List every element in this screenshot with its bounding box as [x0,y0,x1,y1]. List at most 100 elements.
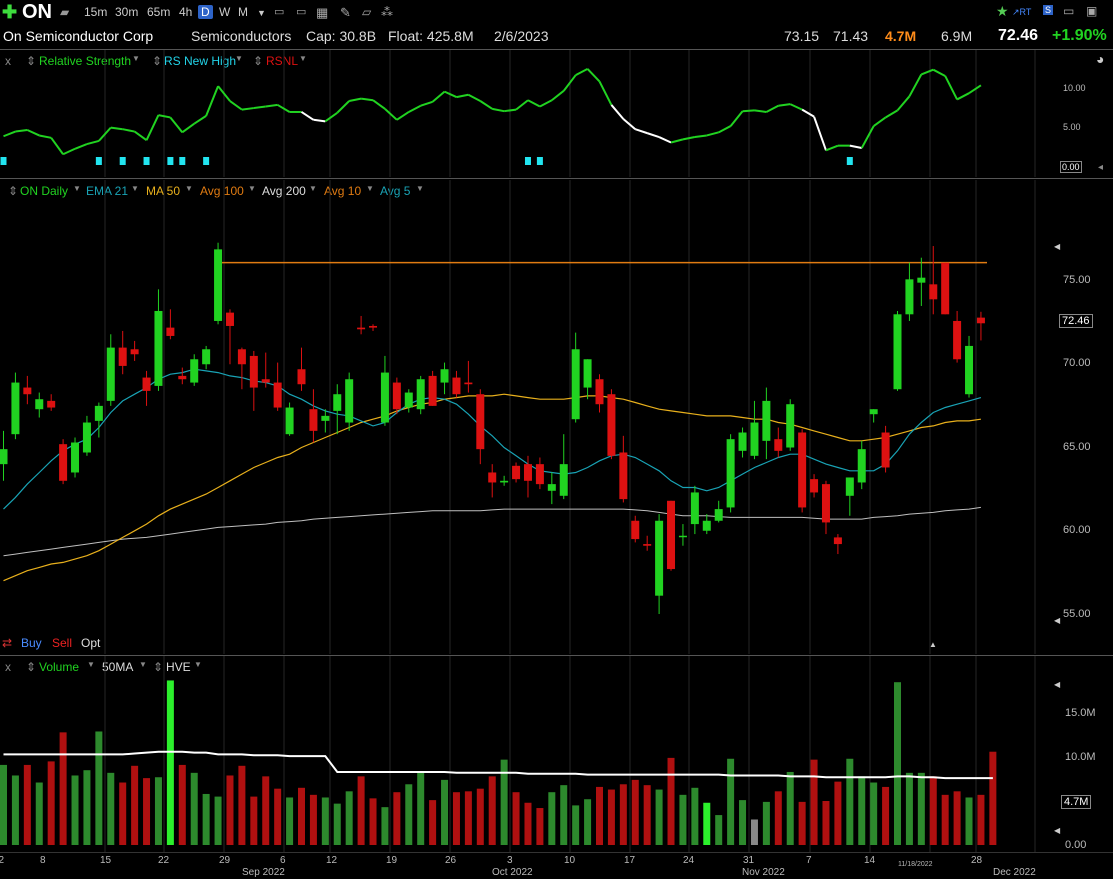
candle-body [404,392,413,408]
trade-icon[interactable]: ⇄ [2,636,13,650]
sell-button[interactable]: Sell [52,636,73,650]
ma50-label[interactable]: MA 50 [146,184,181,198]
volume-label[interactable]: Volume [39,660,80,674]
timeframe-tag-icon[interactable]: ▭ [274,6,285,18]
rs-line-segment [348,97,362,102]
candle-body [595,379,604,405]
volume-dropdown-icon[interactable]: ▼ [87,660,95,669]
symbol-ticker[interactable]: ON [22,1,52,23]
rs-move-icon[interactable]: ⇕ [26,54,37,68]
price-scale-up-icon[interactable]: ◀ [1054,242,1061,251]
volume-scale-up-icon[interactable]: ◀ [1054,680,1061,689]
rs-panel-close-button[interactable]: x [5,54,11,68]
candle-body [619,452,628,500]
price-move-icon[interactable]: ⇕ [8,184,19,198]
volume-bar [441,779,449,845]
collapse-arrow-icon[interactable]: ▲ [929,640,937,649]
candle-body [523,464,532,481]
avg5-dropdown-icon[interactable]: ▼ [416,184,424,193]
price-axis-label: 65.00 [1063,441,1091,453]
candle-body [655,520,664,596]
notes-icon[interactable]: ▱ [362,5,372,19]
volume-move-icon[interactable]: ⇕ [26,660,37,674]
hve-move-icon[interactable]: ⇕ [153,660,164,674]
draw-pencil-icon[interactable]: ✎ [340,5,351,20]
volume-panel-close-button[interactable]: x [5,660,11,674]
candle-body [166,327,175,336]
timeframe-daily[interactable]: D [198,5,213,19]
timeframe-weekly[interactable]: W [219,5,231,19]
candle-body [750,422,759,456]
compare-icon[interactable]: ▭ [296,6,307,18]
buy-button[interactable]: Buy [21,636,42,650]
realtime-icon[interactable]: ↗RT [1012,7,1032,17]
rs-new-high-marker [143,157,150,165]
timeframe-monthly[interactable]: M [238,5,248,19]
favorite-star-icon[interactable]: ★ [996,3,1009,19]
avg10-dropdown-icon[interactable]: ▼ [366,184,374,193]
rsnl-dropdown-icon[interactable]: ▼ [299,54,307,63]
sector-icon[interactable]: S [1043,5,1054,15]
volume-bar [214,796,222,845]
rs-relative-strength-label[interactable]: Relative Strength [39,54,132,68]
volume-bar [584,799,592,845]
hve-dropdown-icon[interactable]: ▼ [194,660,202,669]
avg100-dropdown-icon[interactable]: ▼ [248,184,256,193]
price-series-dropdown-icon[interactable]: ▼ [73,184,81,193]
rs-new-high-dropdown-icon[interactable]: ▼ [235,54,243,63]
vol50ma-label[interactable]: 50MA [102,660,134,674]
options-button[interactable]: Opt [81,636,101,650]
avg5-label[interactable]: Avg 5 [380,184,411,198]
volume-bar [0,764,7,845]
rs-line-segment [873,116,887,127]
avg100-label[interactable]: Avg 100 [200,184,244,198]
volume-bar [452,792,460,845]
timeframe-dropdown-icon[interactable]: ▼ [257,8,266,18]
candle-body [976,317,985,324]
volume-bar [917,772,925,845]
avg10-label[interactable]: Avg 10 [324,184,362,198]
ema21-dropdown-icon[interactable]: ▼ [131,184,139,193]
rsnl-label[interactable]: RSNL [266,54,299,68]
rs-line-segment [15,128,28,133]
rs-axis-label: 10.00 [1063,83,1086,93]
rs-relative-strength-dropdown-icon[interactable]: ▼ [132,54,140,63]
timeframe-4h[interactable]: 4h [179,5,193,19]
add-symbol-icon[interactable]: ✚ [2,2,18,22]
timeframe-65m[interactable]: 65m [147,5,171,19]
price-series-label[interactable]: ON Daily [20,184,69,198]
candle-body [118,347,127,366]
volume-scale-down-icon[interactable]: ◀ [1054,826,1061,835]
candle-body [452,377,461,395]
ma50-dropdown-icon[interactable]: ▼ [185,184,193,193]
ema21-label[interactable]: EMA 21 [86,184,129,198]
candle-body [106,347,115,401]
palette-icon[interactable]: ◕ [1096,51,1105,67]
hve-label[interactable]: HVE [166,660,191,674]
volume-bar [250,796,258,845]
rs-scroll-icon[interactable]: ◂ [1098,162,1104,173]
volume-bar [393,792,401,845]
rsnl-move-icon[interactable]: ⇕ [253,54,264,68]
chart-type-icon[interactable]: ▰ [60,5,70,19]
share-icon[interactable]: ⁂ [381,5,393,19]
avg200-dropdown-icon[interactable]: ▼ [309,184,317,193]
rs-line-segment [789,103,803,111]
timeframe-15m[interactable]: 15m [84,5,108,19]
price-scale-down-icon[interactable]: ◀ [1054,616,1061,625]
rs-new-high-move-icon[interactable]: ⇕ [152,54,163,68]
rs-new-high-label[interactable]: RS New High [164,54,237,68]
rs-line-segment [336,100,350,114]
vol50ma-dropdown-icon[interactable]: ▼ [139,660,147,669]
volume-bar [11,775,19,845]
maximize-icon[interactable]: ▣ [1086,4,1098,18]
minimize-icon[interactable]: ▭ [1063,4,1075,18]
volume-bar [548,792,556,845]
candle-body [869,409,878,415]
volume-bar [47,761,55,845]
rs-line-segment [39,134,52,139]
rs-line-segment [682,136,696,141]
grid-icon[interactable]: ▦ [316,5,329,20]
timeframe-30m[interactable]: 30m [115,5,139,19]
candle-body [261,379,270,383]
